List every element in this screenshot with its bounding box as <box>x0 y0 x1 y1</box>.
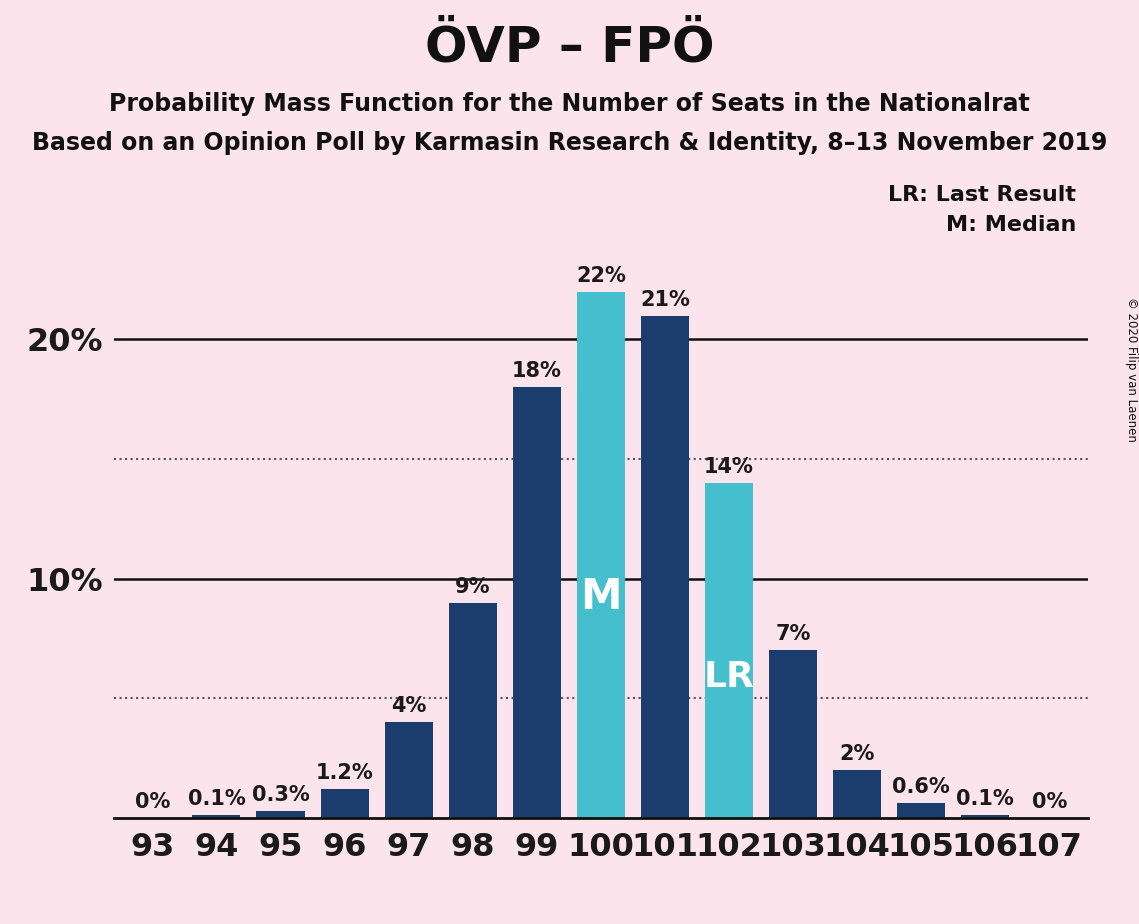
Text: 4%: 4% <box>391 696 426 716</box>
Bar <box>769 650 817 818</box>
Bar <box>898 803 945 818</box>
Bar <box>449 602 497 818</box>
Text: 0.1%: 0.1% <box>957 789 1014 809</box>
Bar <box>320 789 369 818</box>
Text: LR: Last Result: LR: Last Result <box>888 185 1076 205</box>
Bar <box>961 815 1009 818</box>
Bar <box>385 722 433 818</box>
Text: Based on an Opinion Poll by Karmasin Research & Identity, 8–13 November 2019: Based on an Opinion Poll by Karmasin Res… <box>32 131 1107 155</box>
Bar <box>576 292 625 818</box>
Text: 18%: 18% <box>511 361 562 382</box>
Text: 7%: 7% <box>776 625 811 644</box>
Text: 0%: 0% <box>134 792 170 812</box>
Bar <box>192 815 240 818</box>
Text: 0%: 0% <box>1032 792 1067 812</box>
Text: M: Median: M: Median <box>947 215 1076 236</box>
Text: 0.6%: 0.6% <box>892 777 950 797</box>
Text: LR: LR <box>704 660 754 694</box>
Text: 0.3%: 0.3% <box>252 784 310 805</box>
Text: M: M <box>580 576 622 618</box>
Bar <box>833 770 882 818</box>
Text: 0.1%: 0.1% <box>188 789 245 809</box>
Text: 21%: 21% <box>640 289 690 310</box>
Text: Probability Mass Function for the Number of Seats in the Nationalrat: Probability Mass Function for the Number… <box>109 92 1030 116</box>
Text: ÖVP – FPÖ: ÖVP – FPÖ <box>425 23 714 71</box>
Bar <box>513 387 560 818</box>
Text: 2%: 2% <box>839 744 875 764</box>
Bar <box>641 315 689 818</box>
Bar <box>256 810 304 818</box>
Text: 22%: 22% <box>576 265 625 286</box>
Text: 1.2%: 1.2% <box>316 763 374 783</box>
Bar <box>705 483 753 818</box>
Text: 14%: 14% <box>704 457 754 477</box>
Text: 9%: 9% <box>454 577 491 597</box>
Text: © 2020 Filip van Laenen: © 2020 Filip van Laenen <box>1124 298 1138 442</box>
